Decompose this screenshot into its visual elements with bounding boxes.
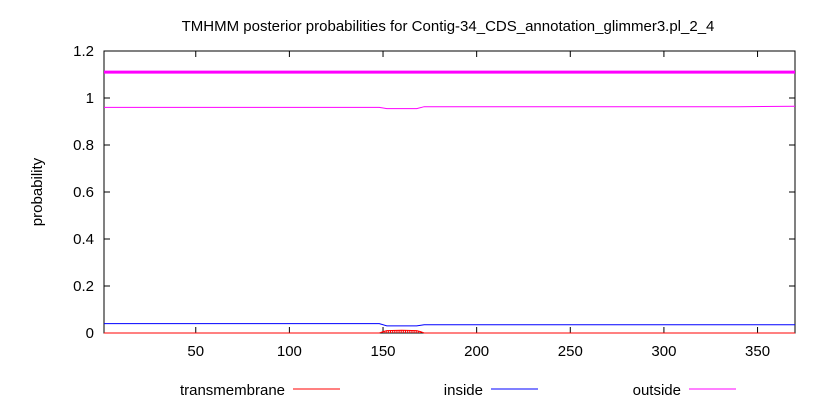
x-tick-label: 150 — [371, 343, 396, 360]
chart-title: TMHMM posterior probabilities for Contig… — [182, 18, 715, 35]
y-tick-label: 0 — [86, 325, 94, 342]
legend-label-inside: inside — [444, 382, 483, 399]
plot-frame — [103, 50, 796, 334]
plot-area: 0 0.2 0.4 0.6 0.8 1 1.2 50 100 150 200 250 300 350 — [73, 43, 796, 360]
y-tick-label: 0.2 — [73, 278, 94, 295]
series-line-transmembrane — [104, 329, 795, 334]
legend-label-outside: outside — [633, 382, 681, 399]
y-tick-label: 0.8 — [73, 137, 94, 154]
y-tick-label: 1 — [86, 90, 94, 107]
x-tick-label: 100 — [277, 343, 302, 360]
y-tick-label: 0.6 — [73, 184, 94, 201]
series-line-inside — [104, 323, 795, 327]
y-tick-label: 1.2 — [73, 43, 94, 60]
series-line-outside — [104, 105, 796, 110]
x-tick-label: 200 — [464, 343, 489, 360]
x-tick-label: 350 — [745, 343, 770, 360]
legend-label-transmembrane: transmembrane — [180, 382, 285, 399]
x-tick-label: 250 — [558, 343, 583, 360]
y-axis-label: probability — [29, 157, 46, 226]
x-tick-label: 50 — [187, 343, 204, 360]
x-tick-label: 300 — [651, 343, 676, 360]
y-tick-label: 0.4 — [73, 231, 94, 248]
legend: transmembrane inside outside — [180, 382, 736, 399]
